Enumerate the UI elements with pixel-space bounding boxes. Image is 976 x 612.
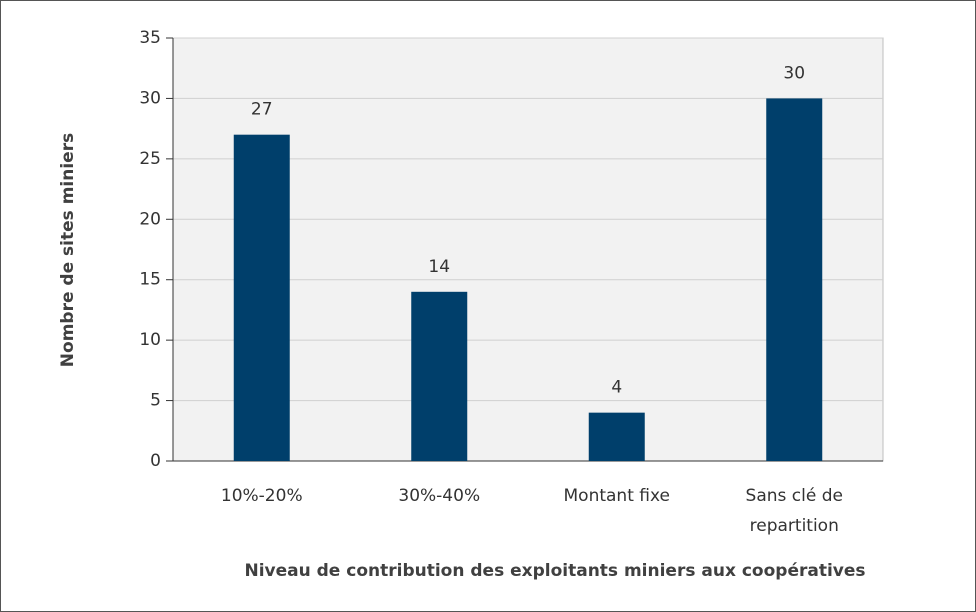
bar bbox=[233, 134, 290, 461]
y-tick-label: 35 bbox=[139, 28, 161, 48]
data-label: 4 bbox=[611, 378, 622, 398]
x-tick-label: 30%-40% bbox=[398, 486, 480, 506]
y-tick-label: 15 bbox=[139, 270, 161, 290]
data-label: 30 bbox=[783, 63, 805, 83]
y-tick-label: 25 bbox=[139, 149, 161, 169]
bar bbox=[766, 98, 823, 461]
x-tick-label: Sans clé de repartition bbox=[746, 486, 843, 536]
y-tick-label: 0 bbox=[150, 451, 161, 471]
y-tick-label: 20 bbox=[139, 209, 161, 229]
x-tick-label: 10%-20% bbox=[221, 486, 303, 506]
y-tick-label: 5 bbox=[150, 391, 161, 411]
data-label: 14 bbox=[428, 257, 450, 277]
x-tick-label: Montant fixe bbox=[564, 486, 670, 506]
y-axis-title: Nombre de sites miniers bbox=[58, 133, 78, 367]
plot-area bbox=[172, 37, 884, 462]
bar bbox=[411, 291, 468, 461]
y-tick-label: 30 bbox=[139, 88, 161, 108]
x-axis-title: Niveau de contribution des exploitants m… bbox=[244, 561, 865, 581]
bar bbox=[588, 412, 645, 461]
data-label: 27 bbox=[251, 100, 273, 120]
y-tick-label: 10 bbox=[139, 330, 161, 350]
